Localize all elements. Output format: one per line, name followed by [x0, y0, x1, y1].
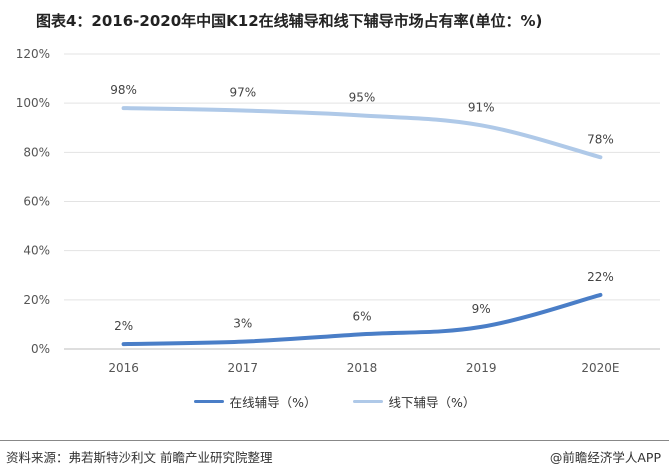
brand-credit: @前瞻经济学人APP	[549, 450, 661, 465]
data-label-offline: 97%	[229, 86, 256, 100]
data-label-online: 2%	[114, 319, 133, 333]
footer-divider	[0, 440, 669, 441]
legend-swatch-online	[193, 400, 224, 403]
source-note: 资料来源：弗若斯特沙利文 前瞻产业研究院整理	[6, 450, 273, 465]
series-line-offline	[121, 106, 603, 160]
legend: 在线辅导（%） 线下辅导（%）	[0, 392, 669, 411]
y-tick-label: 120%	[16, 47, 50, 61]
x-tick-label: 2016	[108, 361, 139, 375]
line-chart: 0% 20% 40% 60% 80% 100% 120% 2016 2017 2018 2019 20…	[16, 47, 660, 375]
legend-label-online: 在线辅导（%）	[229, 395, 317, 410]
data-label-offline: 78%	[587, 132, 614, 146]
y-tick-label: 100%	[16, 96, 50, 110]
legend-item-online: 在线辅导（%）	[193, 392, 317, 411]
data-label-offline: 91%	[468, 100, 495, 114]
y-tick-label: 0%	[31, 342, 50, 356]
data-label-offline: 95%	[349, 90, 376, 104]
x-tick-label: 2019	[466, 361, 497, 375]
data-label-online: 9%	[472, 302, 491, 316]
chart-title: 图表4：2016-2020年中国K12在线辅导和线下辅导市场占有率(单位：%)	[36, 12, 543, 30]
x-tick-label: 2017	[228, 361, 259, 375]
series-line-online	[121, 292, 603, 347]
data-label-offline: 98%	[110, 83, 137, 97]
x-tick-label: 2020E	[581, 361, 619, 375]
legend-item-offline: 线下辅导（%）	[352, 392, 476, 411]
legend-label-offline: 线下辅导（%）	[388, 395, 476, 410]
data-label-online: 3%	[233, 317, 252, 331]
x-tick-label: 2018	[347, 361, 378, 375]
data-label-online: 22%	[587, 270, 614, 284]
y-tick-label: 40%	[23, 244, 50, 258]
y-tick-label: 80%	[23, 145, 50, 159]
legend-swatch-offline	[352, 400, 383, 403]
y-tick-label: 20%	[23, 293, 50, 307]
y-tick-label: 60%	[23, 195, 50, 209]
data-label-online: 6%	[352, 309, 371, 323]
